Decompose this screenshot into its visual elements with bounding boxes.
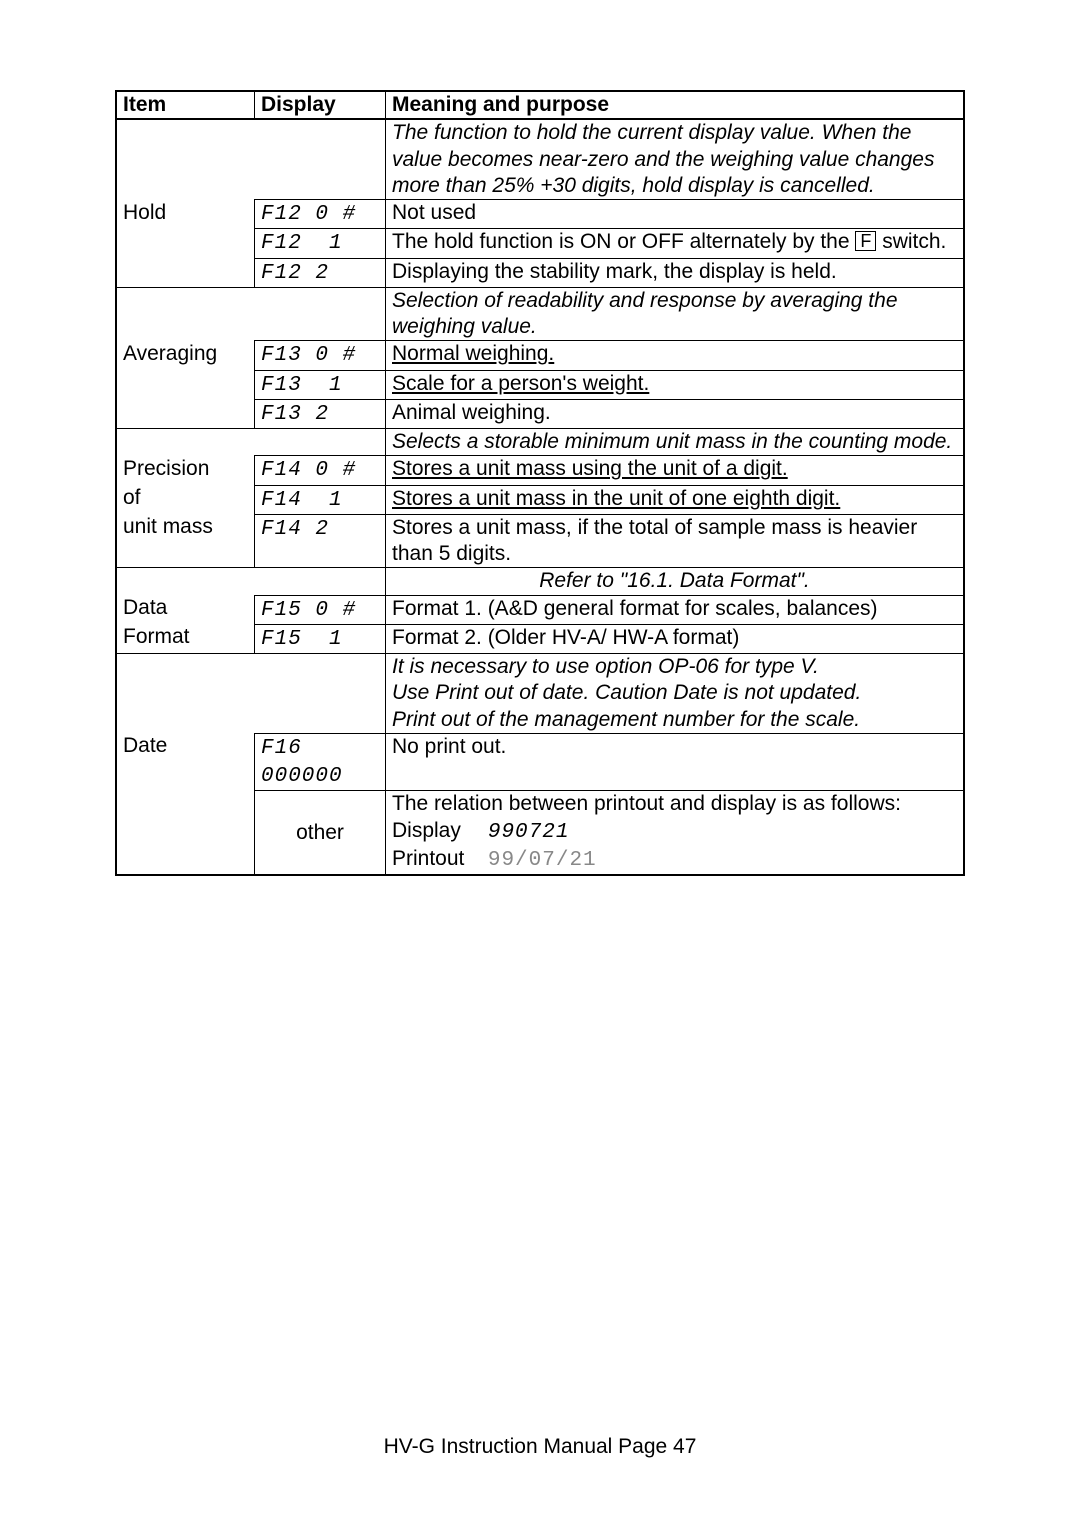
hold-intro-row: The function to hold the current display… xyxy=(116,119,964,199)
hold-r2-disp: F12 2 xyxy=(261,262,329,285)
fmt-row-1: Format F15 1 Format 2. (Older HV-A/ HW-A… xyxy=(116,624,964,653)
date-row-0: Date F16 000000 No print out. xyxy=(116,733,964,791)
avg-label: Averaging xyxy=(116,341,255,370)
f-key-icon: F xyxy=(855,231,876,251)
avg-r0-mean: Normal weighing. xyxy=(386,341,965,370)
hold-r1-disp: F12 1 xyxy=(261,232,343,255)
fmt-intro: Refer to "16.1. Data Format". xyxy=(386,568,965,595)
header-row: Item Display Meaning and purpose xyxy=(116,91,964,119)
page: Item Display Meaning and purpose The fun… xyxy=(0,0,1080,876)
date-row-1: other The relation between printout and … xyxy=(116,791,964,875)
prec-row-0: Precision F14 0 # Stores a unit mass usi… xyxy=(116,456,964,485)
prec-r1-disp: F14 1 xyxy=(261,489,343,512)
fmt-r1-mean: Format 2. (Older HV-A/ HW-A format) xyxy=(386,624,965,653)
date-r1-l1: The relation between printout and displa… xyxy=(392,792,901,815)
date-r1-disp: other xyxy=(255,791,386,875)
prec-label-1: Precision xyxy=(116,456,255,485)
hold-intro: The function to hold the current display… xyxy=(386,119,965,199)
hold-r0-mean: Not used xyxy=(386,200,965,229)
hold-label: Hold xyxy=(116,200,255,229)
fmt-r1-disp: F15 1 xyxy=(261,628,343,651)
fmt-intro-row: Refer to "16.1. Data Format". xyxy=(116,568,964,595)
page-footer: HV-G Instruction Manual Page 47 xyxy=(0,1435,1080,1459)
hold-row-0: Hold F12 0 # Not used xyxy=(116,200,964,229)
avg-intro: Selection of readability and response by… xyxy=(386,287,965,341)
prec-intro: Selects a storable minimum unit mass in … xyxy=(386,429,965,456)
prec-intro-row: Selects a storable minimum unit mass in … xyxy=(116,429,964,456)
date-r0-disp-l1: F16 xyxy=(261,737,302,760)
date-intro-l1: It is necessary to use option OP-06 for … xyxy=(392,655,819,678)
fmt-r0-disp: F15 0 # xyxy=(261,599,356,622)
date-r0-disp: F16 000000 xyxy=(255,733,386,791)
fmt-r0-mean: Format 1. (A&D general format for scales… xyxy=(386,595,965,624)
date-intro: It is necessary to use option OP-06 for … xyxy=(386,654,965,734)
fmt-label-1: Data xyxy=(116,595,255,624)
date-r1-l2b: 990721 xyxy=(488,821,570,844)
prec-row-1: of F14 1 Stores a unit mass in the unit … xyxy=(116,485,964,514)
hold-r1-text-b: switch. xyxy=(876,230,946,253)
hold-r1-text-a: The hold function is ON or OFF alternate… xyxy=(392,230,855,253)
prec-r2-mean: Stores a unit mass, if the total of samp… xyxy=(386,514,965,568)
prec-r0-disp: F14 0 # xyxy=(261,459,356,482)
avg-r2-disp: F13 2 xyxy=(261,403,329,426)
function-table: Item Display Meaning and purpose The fun… xyxy=(115,90,965,876)
avg-row-0: Averaging F13 0 # Normal weighing. xyxy=(116,341,964,370)
avg-r1-disp: F13 1 xyxy=(261,374,343,397)
prec-r1-mean: Stores a unit mass in the unit of one ei… xyxy=(386,485,965,514)
prec-row-2: unit mass F14 2 Stores a unit mass, if t… xyxy=(116,514,964,568)
header-meaning: Meaning and purpose xyxy=(386,91,965,119)
date-intro-row: It is necessary to use option OP-06 for … xyxy=(116,654,964,734)
avg-intro-row: Selection of readability and response by… xyxy=(116,287,964,341)
avg-r0-disp: F13 0 # xyxy=(261,344,356,367)
hold-row-1: F12 1 The hold function is ON or OFF alt… xyxy=(116,229,964,258)
date-r1-l3b: 99/07/21 xyxy=(488,849,597,872)
date-intro-l2: Use Print out of date. Caution Date is n… xyxy=(392,681,861,704)
prec-label-2: of xyxy=(116,485,255,514)
avg-r2-mean: Animal weighing. xyxy=(386,399,965,428)
hold-row-2: F12 2 Displaying the stability mark, the… xyxy=(116,258,964,287)
date-r1-l3a: Printout xyxy=(392,846,482,872)
date-r1-mean: The relation between printout and displa… xyxy=(386,791,965,875)
hold-r1-mean: The hold function is ON or OFF alternate… xyxy=(386,229,965,258)
date-r0-disp-l2: 000000 xyxy=(261,765,343,788)
avg-row-2: F13 2 Animal weighing. xyxy=(116,399,964,428)
date-r0-mean: No print out. xyxy=(386,733,965,791)
header-display: Display xyxy=(255,91,386,119)
fmt-label-2: Format xyxy=(116,624,255,653)
prec-label-3: unit mass xyxy=(116,514,255,568)
prec-r2-disp: F14 2 xyxy=(261,518,329,541)
hold-r0-disp: F12 0 # xyxy=(261,203,356,226)
fmt-row-0: Data F15 0 # Format 1. (A&D general form… xyxy=(116,595,964,624)
avg-row-1: F13 1 Scale for a person's weight. xyxy=(116,370,964,399)
prec-r0-mean: Stores a unit mass using the unit of a d… xyxy=(386,456,965,485)
avg-r1-mean: Scale for a person's weight. xyxy=(386,370,965,399)
date-intro-l3: Print out of the management number for t… xyxy=(392,708,860,731)
header-item: Item xyxy=(116,91,255,119)
date-r1-l2a: Display xyxy=(392,818,482,844)
hold-r2-mean: Displaying the stability mark, the displ… xyxy=(386,258,965,287)
date-label: Date xyxy=(116,733,255,791)
